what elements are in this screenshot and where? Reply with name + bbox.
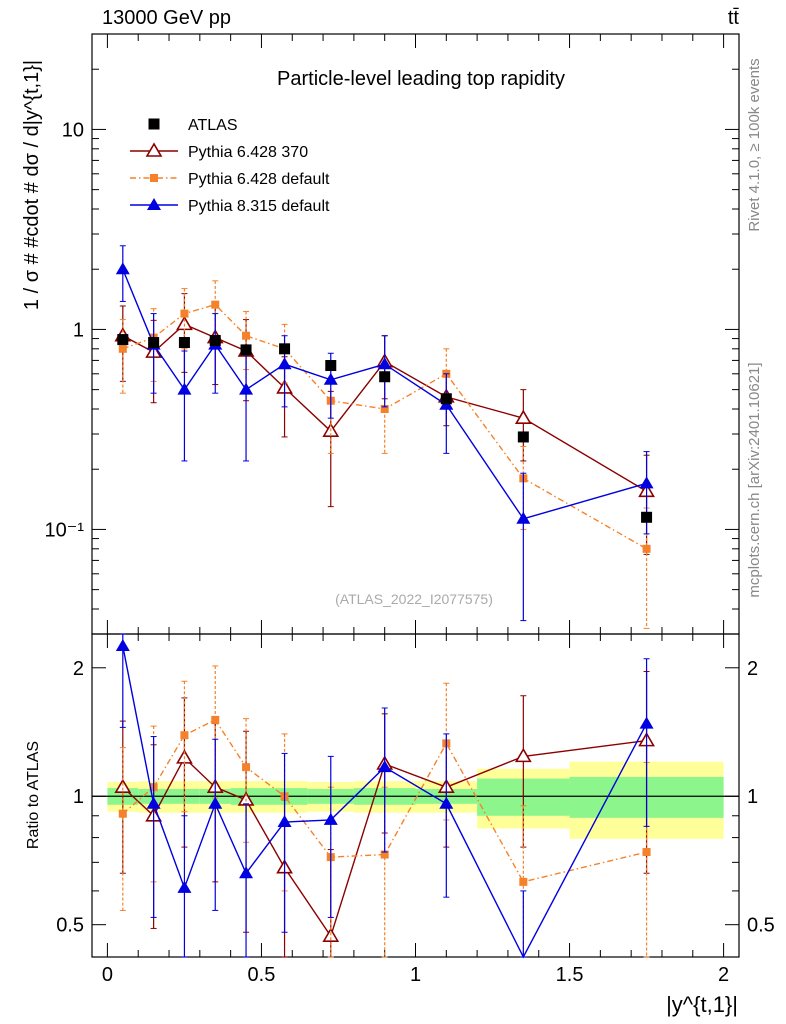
ratio-point-py6_default xyxy=(211,715,220,724)
ratio-point-py6_default xyxy=(642,848,651,857)
legend-marker-py6_default xyxy=(150,174,158,182)
x-tick-label: 0.5 xyxy=(248,964,276,986)
data-point-py8 xyxy=(115,262,130,275)
ratio-point-py6_370 xyxy=(114,778,132,793)
ratio-y-tick-label: 2 xyxy=(73,658,84,680)
ratio-point-py8 xyxy=(439,796,454,809)
legend-label-atlas: ATLAS xyxy=(188,117,238,134)
data-point-py8 xyxy=(639,476,654,489)
data-point-py6_default xyxy=(380,405,389,414)
ratio-y-tick-label: 1 xyxy=(73,786,84,808)
ratio-y-tick-label-right: 1 xyxy=(747,786,758,808)
ratio-point-py6_default xyxy=(242,763,251,772)
ratio-point-py8 xyxy=(639,716,654,729)
ratio-point-py8 xyxy=(377,760,392,773)
data-point-atlas xyxy=(379,371,391,383)
ratio-y-tick-label-right: 2 xyxy=(747,658,758,680)
analysis-watermark: (ATLAS_2022_I2077575) xyxy=(335,591,493,607)
series-py8 xyxy=(115,245,654,622)
legend-label-py6_default: Pythia 6.428 default xyxy=(188,171,330,188)
data-point-py8 xyxy=(323,372,338,385)
ratio-y-axis-label: Ratio to ATLAS xyxy=(25,741,42,849)
ratio-point-py8 xyxy=(208,796,223,809)
data-point-atlas xyxy=(209,335,221,347)
mcplots-source-label: mcplots.cern.ch [arXiv:2401.10621] xyxy=(746,362,763,597)
data-point-atlas xyxy=(148,337,160,349)
x-tick-label: 1 xyxy=(410,964,421,986)
ratio-y-tick-label-right: 0.5 xyxy=(747,915,775,937)
rivet-version-label: Rivet 4.1.0, ≥ 100k events xyxy=(746,58,763,231)
series-line-py6_default xyxy=(122,303,647,550)
main-y-axis-label: 1 / σ # #cdot # dσ / d|y^{t,1}| xyxy=(21,60,43,310)
legend-label-py6_370: Pythia 6.428 370 xyxy=(188,144,308,161)
data-point-atlas xyxy=(279,343,291,355)
data-point-py6_default xyxy=(180,309,189,318)
ratio-point-py6_default xyxy=(118,809,127,818)
x-tick-label: 2 xyxy=(718,964,729,986)
plot-title: Particle-level leading top rapidity xyxy=(277,68,565,90)
data-point-py8 xyxy=(239,382,254,395)
data-point-py6_default xyxy=(211,300,220,309)
ratio-plot-panel: 0.5 0.5 1 1 2 2 0 0.5 1 1.5 2 xyxy=(56,633,775,986)
ratio-point-py6_default xyxy=(380,850,389,859)
data-point-atlas xyxy=(440,393,452,405)
ratio-point-py6_default xyxy=(180,731,189,740)
legend: ATLAS Pythia 6.428 370 Pythia 6.428 defaul… xyxy=(130,117,330,215)
data-point-py8 xyxy=(177,382,192,395)
data-point-py8 xyxy=(277,357,292,370)
ratio-point-py6_370 xyxy=(514,747,532,763)
x-tick-label: 1.5 xyxy=(556,964,584,986)
data-point-atlas xyxy=(240,344,252,356)
energy-label: 13000 GeV pp xyxy=(102,7,231,29)
data-point-atlas xyxy=(325,360,337,372)
ratio-point-py8 xyxy=(239,866,254,879)
ratio-point-py8 xyxy=(277,815,292,828)
ratio-point-py8 xyxy=(146,796,161,809)
main-plot-panel: 10⁻¹ 1 10 xyxy=(45,33,740,635)
main-y-tick-label: 1 xyxy=(73,319,84,341)
main-y-tick-label: 10 xyxy=(62,119,84,141)
ratio-point-py8 xyxy=(177,880,192,893)
series-atlas xyxy=(117,334,653,523)
ratio-y-tick-label: 0.5 xyxy=(56,915,84,937)
data-point-atlas xyxy=(178,337,190,349)
series-py6_370 xyxy=(114,293,655,555)
data-point-py6_370 xyxy=(514,409,532,424)
data-point-py6_default xyxy=(118,344,127,353)
legend-marker-py8 xyxy=(147,198,161,210)
ratio-series-py8 xyxy=(115,633,654,959)
legend-marker-atlas xyxy=(148,118,160,130)
series-py6_default xyxy=(118,280,651,629)
x-axis-label: |y^{t,1}| xyxy=(666,992,738,1017)
data-point-py8 xyxy=(516,511,531,524)
legend-marker-py6_370 xyxy=(145,142,163,157)
data-point-atlas xyxy=(641,511,653,523)
process-label: tt̄ xyxy=(728,7,740,29)
data-point-py6_default xyxy=(242,331,251,340)
data-point-atlas xyxy=(517,431,529,443)
ratio-point-py8 xyxy=(323,812,338,825)
data-point-atlas xyxy=(117,334,129,346)
x-tick-label: 0 xyxy=(102,964,113,986)
data-point-py8 xyxy=(377,357,392,370)
data-point-py6_default xyxy=(642,544,651,553)
ratio-point-py8 xyxy=(115,638,130,651)
main-y-tick-label: 10⁻¹ xyxy=(45,519,85,541)
ratio-point-py6_default xyxy=(519,877,528,886)
legend-label-py8: Pythia 8.315 default xyxy=(188,198,330,215)
